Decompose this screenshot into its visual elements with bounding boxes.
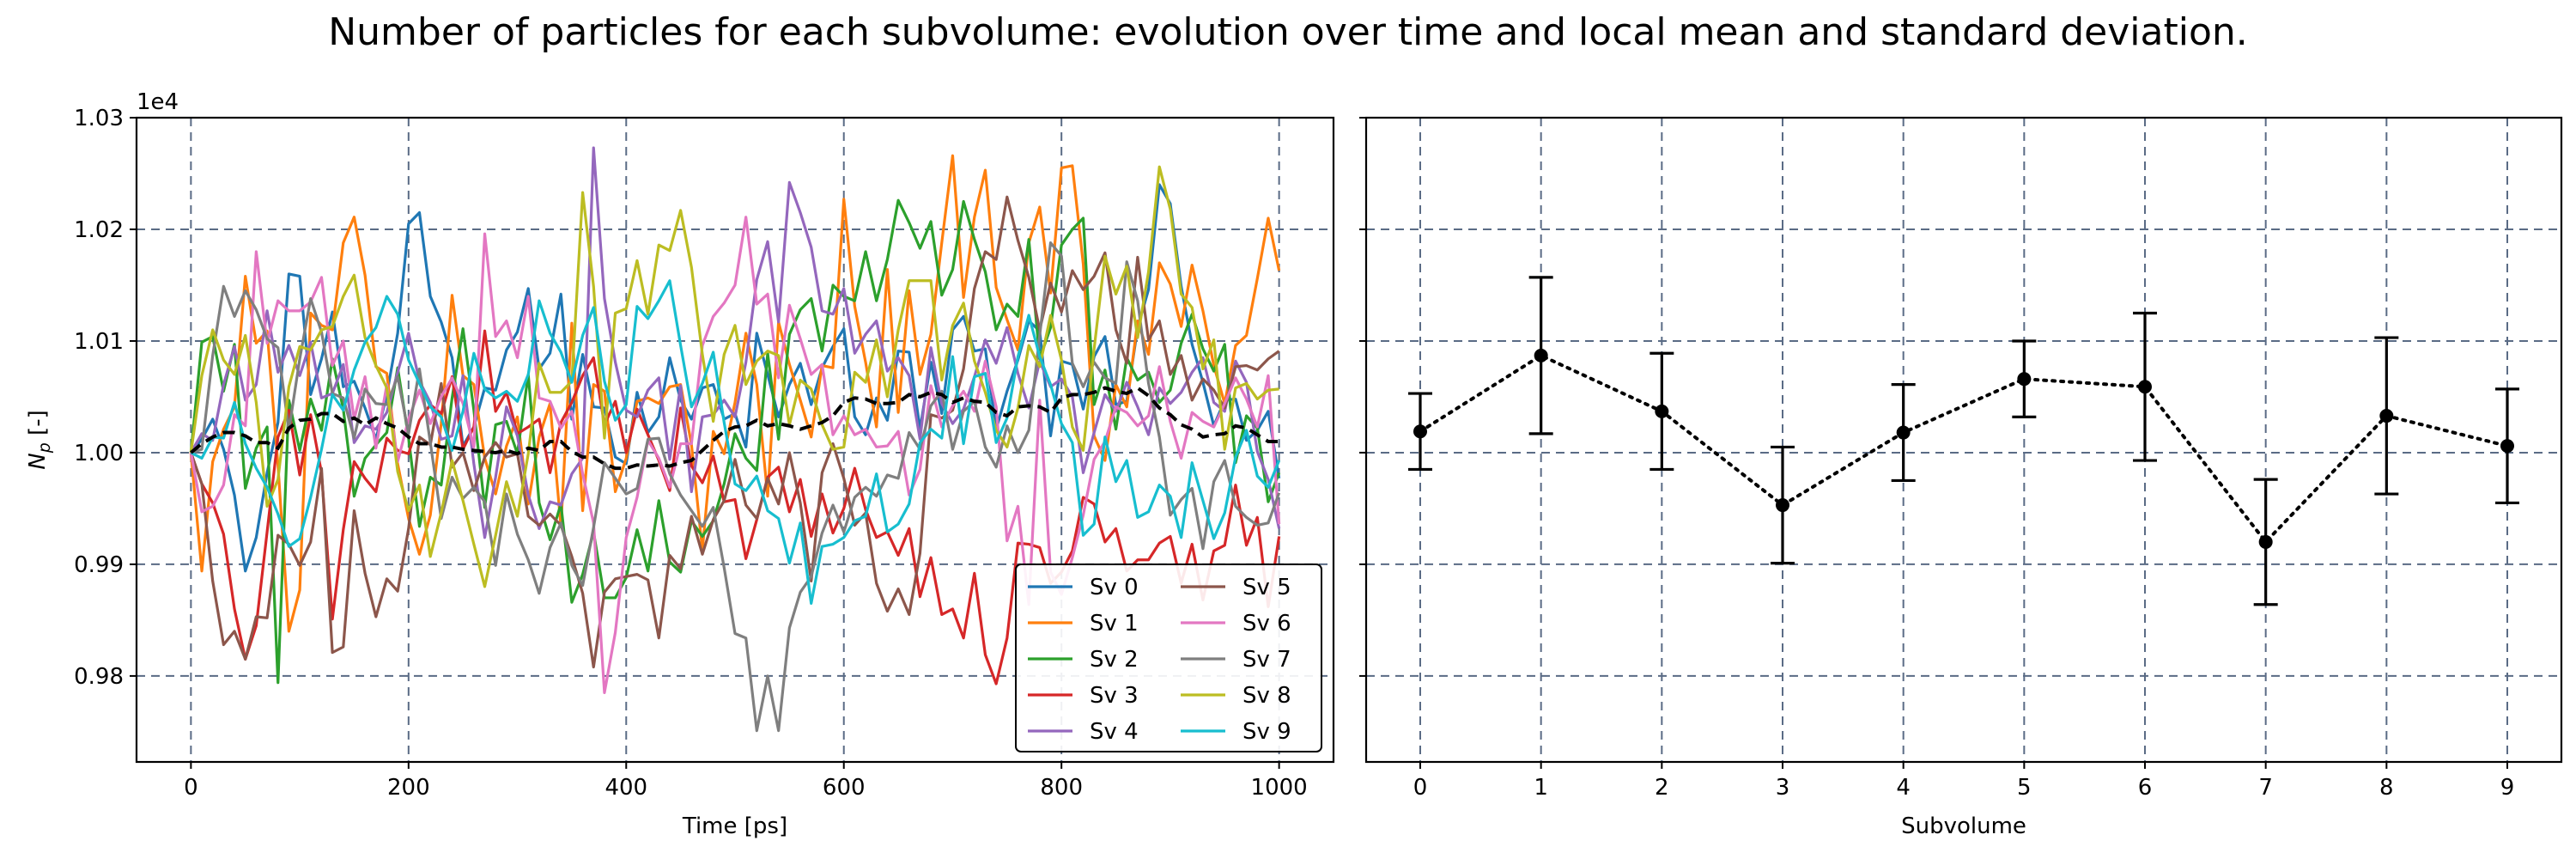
y-axis-label-unit: [-] — [25, 410, 51, 442]
x-tick-label: 9 — [2500, 775, 2515, 801]
legend-label-sv-2: Sv 2 — [1090, 647, 1139, 673]
mean-marker-sv-5 — [2017, 372, 2032, 387]
x-tick-label: 800 — [1040, 775, 1083, 801]
x-tick-label: 4 — [1896, 775, 1911, 801]
legend-label-sv-5: Sv 5 — [1242, 575, 1291, 600]
mean-marker-sv-6 — [2138, 380, 2152, 394]
x-axis-label: Subvolume — [1901, 813, 2026, 839]
mean-marker-sv-9 — [2500, 439, 2514, 454]
series-line-sv-1 — [189, 154, 1281, 633]
legend-label-sv-9: Sv 9 — [1242, 719, 1291, 745]
mean-marker-sv-1 — [1534, 348, 1548, 362]
x-tick-label: 3 — [1776, 775, 1790, 801]
x-tick-label: 600 — [823, 775, 866, 801]
x-tick-label: 400 — [605, 775, 647, 801]
right-axes-frame — [1364, 116, 2563, 764]
mean-marker-sv-4 — [1896, 425, 1911, 440]
y-tick-label: 1.03 — [74, 106, 124, 131]
subvolume-errorbar-plot: 0 1 2 3 4 5 6 7 8 9 Subvolume — [1359, 116, 2563, 839]
y-tick-label: 1.00 — [74, 441, 124, 466]
mean-marker-sv-2 — [1655, 404, 1669, 418]
x-tick-label: 5 — [2017, 775, 2032, 801]
left-axes-frame — [135, 116, 1335, 764]
figure-title: Number of particles for each subvolume: … — [328, 10, 2248, 54]
legend-label-sv-4: Sv 4 — [1090, 719, 1139, 745]
mean-line — [190, 386, 1279, 471]
x-tick-label: 0 — [1413, 775, 1428, 801]
series-line-sv-7 — [190, 241, 1281, 733]
y-tick-label: 1.01 — [74, 329, 124, 355]
series-line-sv-8 — [189, 165, 1279, 588]
x-tick-label: 200 — [387, 775, 430, 801]
x-axis-label: Time [ps] — [682, 813, 787, 839]
legend-label-sv-0: Sv 0 — [1090, 575, 1139, 600]
y-offset-label: 1e4 — [137, 89, 179, 115]
mean-marker-sv-0 — [1413, 424, 1427, 439]
legend-label-sv-3: Sv 3 — [1090, 683, 1139, 709]
legend-label-sv-1: Sv 1 — [1090, 611, 1139, 637]
x-tick-label: 6 — [2138, 775, 2153, 801]
time-series-plot: 0 200 400 600 800 1000 0.98 0.99 1.00 1.01 1.02 1.0… — [25, 89, 1335, 839]
x-tick-label: 0 — [184, 775, 198, 801]
y-axis-label: Np [-] — [25, 410, 54, 469]
mean-marker-sv-8 — [2379, 409, 2394, 423]
legend-box — [1015, 564, 1322, 752]
x-tick-label: 2 — [1655, 775, 1669, 801]
x-tick-label: 7 — [2258, 775, 2273, 801]
legend-label-sv-8: Sv 8 — [1242, 683, 1291, 709]
series-line-sv-2 — [189, 198, 1281, 685]
series-line-sv-3 — [189, 329, 1281, 685]
y-tick-label: 0.98 — [74, 664, 124, 690]
mean-marker-sv-7 — [2258, 534, 2273, 549]
mean-connector-line — [1419, 353, 2509, 545]
y-tick-label: 0.99 — [74, 552, 124, 578]
mean-marker-sv-3 — [1776, 498, 1789, 513]
y-axis-label-main: N — [25, 453, 51, 469]
legend-label-sv-6: Sv 6 — [1242, 611, 1291, 637]
legend-label-sv-7: Sv 7 — [1242, 647, 1291, 673]
x-tick-label: 1000 — [1251, 775, 1308, 801]
y-axis-label-subscript: p — [35, 442, 54, 454]
series-line-sv-6 — [189, 216, 1281, 695]
series-line-sv-5 — [189, 195, 1280, 669]
x-tick-label: 1 — [1534, 775, 1548, 801]
y-tick-label: 1.02 — [74, 217, 124, 243]
x-tick-label: 8 — [2379, 775, 2394, 801]
series-line-sv-9 — [190, 279, 1281, 606]
